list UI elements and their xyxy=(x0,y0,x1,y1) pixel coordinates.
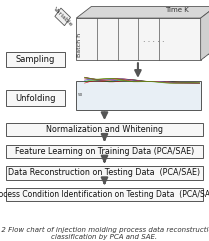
Text: Sampling: Sampling xyxy=(16,55,55,64)
Polygon shape xyxy=(76,7,209,18)
Polygon shape xyxy=(55,8,70,26)
Text: . . . . .: . . . . . xyxy=(143,35,164,44)
Bar xyxy=(76,81,201,110)
Bar xyxy=(6,166,203,180)
Text: Data Reconstruction on Testing Data  (PCA/SAE): Data Reconstruction on Testing Data (PCA… xyxy=(8,168,201,177)
Text: Batch h: Batch h xyxy=(76,33,82,57)
Bar xyxy=(6,90,65,106)
Bar xyxy=(6,145,203,158)
Bar xyxy=(80,15,204,57)
Bar xyxy=(88,9,209,52)
Polygon shape xyxy=(201,7,209,60)
Text: Process Condition Identification on Testing Data  (PCA/SAE): Process Condition Identification on Test… xyxy=(0,190,209,199)
Bar xyxy=(6,52,65,67)
Bar xyxy=(6,123,203,136)
Bar xyxy=(76,18,201,60)
Text: 50: 50 xyxy=(77,93,83,97)
Text: Time K: Time K xyxy=(165,7,189,13)
Bar xyxy=(84,12,208,54)
Text: Variable: Variable xyxy=(52,6,74,28)
Text: Figure 2 Flow chart of injection molding process data reconstruction and
classif: Figure 2 Flow chart of injection molding… xyxy=(0,227,209,240)
Bar xyxy=(6,188,203,201)
Text: Feature Learning on Training Data (PCA/SAE): Feature Learning on Training Data (PCA/S… xyxy=(15,147,194,156)
Bar xyxy=(91,7,209,49)
Text: Unfolding: Unfolding xyxy=(15,94,56,103)
Text: Normalization and Whitening: Normalization and Whitening xyxy=(46,125,163,134)
